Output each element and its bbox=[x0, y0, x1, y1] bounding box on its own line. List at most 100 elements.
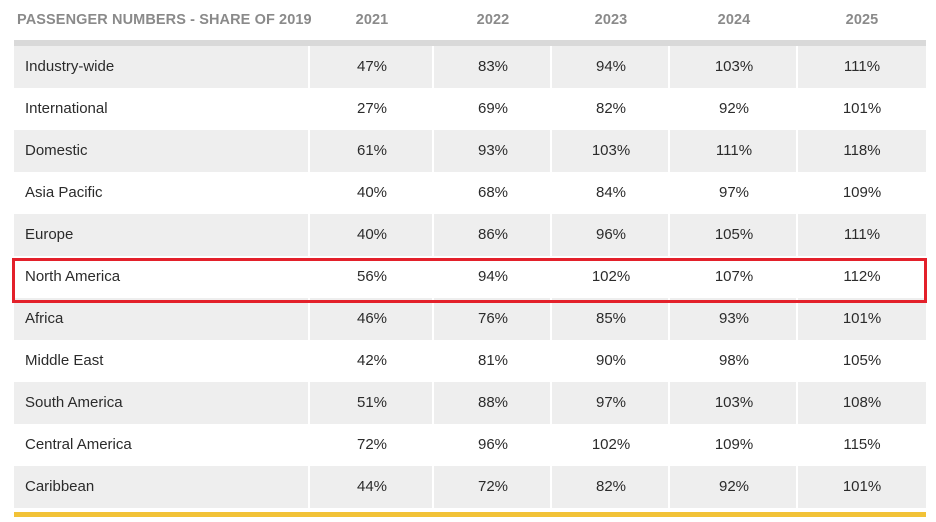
value-cell-2023: 84% bbox=[595, 184, 627, 201]
value-cell-2025: 108% bbox=[842, 394, 882, 411]
value-cell-2025: 109% bbox=[842, 184, 882, 201]
value-cell-2021: 42% bbox=[356, 352, 388, 369]
value-cell-2022: 83% bbox=[477, 58, 509, 75]
value-cell-2023: 94% bbox=[595, 58, 627, 75]
column-header-2023: 2023 bbox=[594, 12, 628, 28]
column-separator bbox=[550, 214, 552, 256]
table-row: North America 56% 94% 102% 107% 112% bbox=[14, 256, 926, 298]
row-label: Asia Pacific bbox=[25, 184, 103, 201]
column-separator bbox=[432, 46, 434, 88]
table-row: International 27% 69% 82% 92% 101% bbox=[14, 88, 926, 130]
value-cell-2024: 105% bbox=[714, 226, 754, 243]
value-cell-2021: 27% bbox=[356, 100, 388, 117]
row-label: Africa bbox=[25, 310, 64, 327]
value-cell-2025: 101% bbox=[842, 478, 882, 495]
column-separator bbox=[550, 46, 552, 88]
value-cell-2022: 93% bbox=[477, 142, 509, 159]
value-cell-2024: 92% bbox=[718, 478, 750, 495]
column-separator bbox=[796, 466, 798, 508]
value-cell-2021: 56% bbox=[356, 268, 388, 285]
value-cell-2021: 46% bbox=[356, 310, 388, 327]
value-cell-2023: 96% bbox=[595, 226, 627, 243]
row-label: Middle East bbox=[25, 352, 104, 369]
value-cell-2022: 86% bbox=[477, 226, 509, 243]
column-separator bbox=[432, 382, 434, 424]
column-separator bbox=[668, 298, 670, 340]
value-cell-2021: 40% bbox=[356, 226, 388, 243]
value-cell-2025: 111% bbox=[843, 58, 881, 75]
value-cell-2025: 111% bbox=[843, 226, 881, 243]
column-separator bbox=[796, 382, 798, 424]
value-cell-2022: 94% bbox=[477, 268, 509, 285]
table-header-row: PASSENGER NUMBERS - SHARE OF 2019 2021 2… bbox=[0, 0, 936, 40]
column-separator bbox=[432, 130, 434, 172]
table-top-band bbox=[14, 40, 926, 46]
value-cell-2023: 102% bbox=[591, 436, 631, 453]
row-label: Caribbean bbox=[25, 478, 95, 495]
value-cell-2022: 88% bbox=[477, 394, 509, 411]
value-cell-2024: 97% bbox=[718, 184, 750, 201]
value-cell-2022: 81% bbox=[477, 352, 509, 369]
row-label: Europe bbox=[25, 226, 74, 243]
row-label: South America bbox=[25, 394, 123, 411]
value-cell-2022: 96% bbox=[477, 436, 509, 453]
column-separator bbox=[308, 46, 310, 88]
table-row: Central America 72% 96% 102% 109% 115% bbox=[14, 424, 926, 466]
column-separator bbox=[308, 214, 310, 256]
value-cell-2022: 76% bbox=[477, 310, 509, 327]
column-separator bbox=[668, 46, 670, 88]
table-row: Africa 46% 76% 85% 93% 101% bbox=[14, 298, 926, 340]
value-cell-2024: 98% bbox=[718, 352, 750, 369]
value-cell-2021: 47% bbox=[356, 58, 388, 75]
value-cell-2023: 85% bbox=[595, 310, 627, 327]
column-separator bbox=[432, 466, 434, 508]
column-separator bbox=[796, 130, 798, 172]
column-separator bbox=[550, 130, 552, 172]
column-separator bbox=[308, 298, 310, 340]
value-cell-2021: 40% bbox=[356, 184, 388, 201]
value-cell-2022: 72% bbox=[477, 478, 509, 495]
value-cell-2025: 115% bbox=[843, 436, 881, 453]
column-header-2021: 2021 bbox=[355, 12, 389, 28]
row-label: North America bbox=[25, 268, 121, 285]
value-cell-2025: 105% bbox=[842, 352, 882, 369]
value-cell-2025: 101% bbox=[842, 310, 882, 327]
column-separator bbox=[308, 466, 310, 508]
table-row: Domestic 61% 93% 103% 111% 118% bbox=[14, 130, 926, 172]
column-separator bbox=[550, 298, 552, 340]
value-cell-2024: 93% bbox=[718, 310, 750, 327]
column-separator bbox=[432, 214, 434, 256]
row-label: Domestic bbox=[25, 142, 88, 159]
value-cell-2023: 82% bbox=[595, 478, 627, 495]
table-title: PASSENGER NUMBERS - SHARE OF 2019 bbox=[17, 12, 312, 28]
table-row: Industry-wide 47% 83% 94% 103% 111% bbox=[14, 46, 926, 88]
column-header-2024: 2024 bbox=[717, 12, 751, 28]
column-separator bbox=[550, 382, 552, 424]
table-row: Caribbean 44% 72% 82% 92% 101% bbox=[14, 466, 926, 508]
value-cell-2024: 92% bbox=[718, 100, 750, 117]
bottom-accent-bar bbox=[14, 512, 926, 517]
table-row: Europe 40% 86% 96% 105% 111% bbox=[14, 214, 926, 256]
value-cell-2023: 103% bbox=[591, 142, 631, 159]
value-cell-2022: 69% bbox=[477, 100, 509, 117]
value-cell-2024: 107% bbox=[714, 268, 754, 285]
column-header-2025: 2025 bbox=[845, 12, 879, 28]
column-separator bbox=[308, 130, 310, 172]
row-label: Central America bbox=[25, 436, 132, 453]
value-cell-2024: 103% bbox=[714, 394, 754, 411]
value-cell-2024: 109% bbox=[714, 436, 754, 453]
column-separator bbox=[796, 298, 798, 340]
value-cell-2025: 112% bbox=[843, 268, 881, 285]
row-label: Industry-wide bbox=[25, 58, 115, 75]
value-cell-2021: 51% bbox=[356, 394, 388, 411]
value-cell-2021: 61% bbox=[356, 142, 388, 159]
table-row: Asia Pacific 40% 68% 84% 97% 109% bbox=[14, 172, 926, 214]
table-row: South America 51% 88% 97% 103% 108% bbox=[14, 382, 926, 424]
value-cell-2025: 101% bbox=[842, 100, 882, 117]
column-separator bbox=[796, 46, 798, 88]
value-cell-2021: 72% bbox=[356, 436, 388, 453]
column-separator bbox=[668, 214, 670, 256]
column-separator bbox=[308, 382, 310, 424]
value-cell-2023: 90% bbox=[595, 352, 627, 369]
value-cell-2022: 68% bbox=[477, 184, 509, 201]
